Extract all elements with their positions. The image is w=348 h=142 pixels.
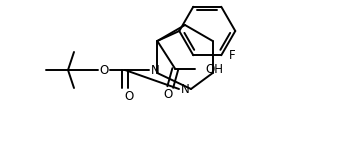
Text: N: N — [151, 63, 159, 77]
Text: O: O — [100, 63, 109, 77]
Text: O: O — [164, 88, 173, 102]
Text: OH: OH — [205, 62, 223, 76]
Text: O: O — [124, 89, 134, 103]
Text: F: F — [229, 49, 236, 62]
Text: N: N — [181, 83, 189, 96]
